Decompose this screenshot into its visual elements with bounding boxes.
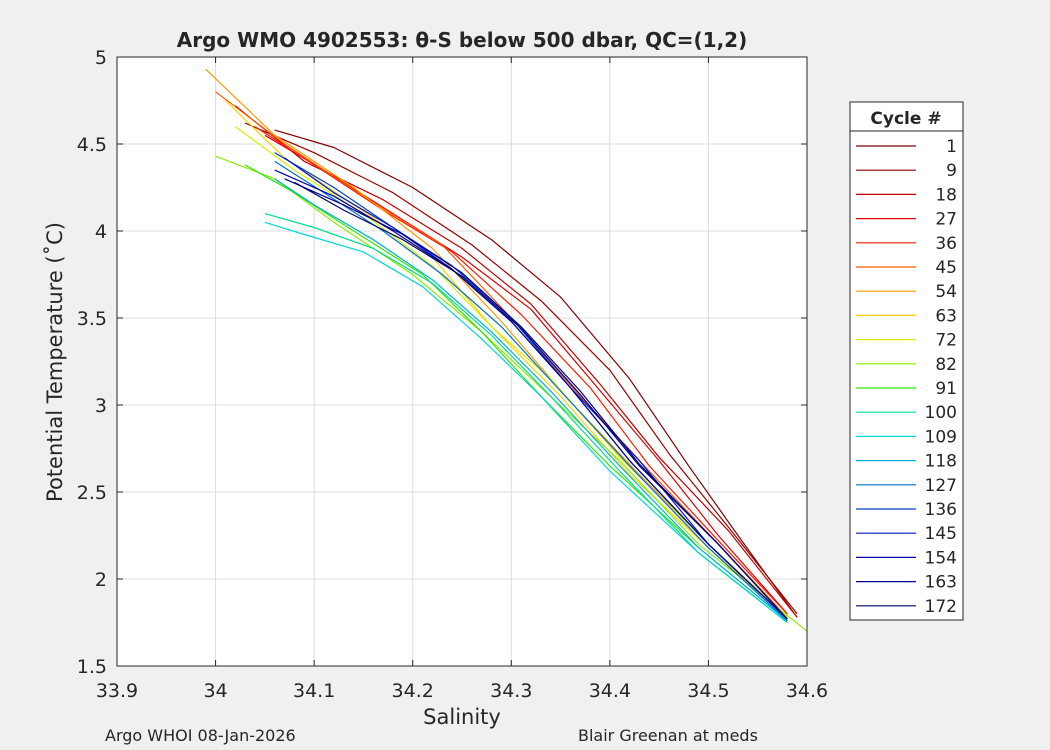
legend-label-109: 109 [925, 427, 957, 447]
legend-label-91: 91 [935, 379, 957, 399]
legend-label-45: 45 [935, 258, 957, 278]
y-tick-label: 5 [95, 47, 107, 69]
y-tick-label: 2.5 [77, 482, 107, 504]
footer-left: Argo WHOI 08-Jan-2026 [105, 726, 296, 745]
legend-label-163: 163 [925, 573, 957, 593]
series-group [205, 68, 808, 632]
legend-label-36: 36 [935, 234, 957, 254]
x-tick-label: 34.1 [293, 680, 335, 702]
series-line-cycle-72 [234, 126, 788, 618]
y-tick-label: 4 [95, 221, 107, 243]
series-line-cycle-9 [244, 122, 798, 615]
series-line-cycle-36 [254, 126, 788, 615]
chart-title: Argo WMO 4902553: θ-S below 500 dbar, QC… [177, 28, 747, 52]
series-line-cycle-109 [264, 221, 788, 623]
legend-label-100: 100 [925, 403, 957, 423]
x-tick-label: 33.9 [96, 680, 138, 702]
y-axis-label: Potential Temperature (˚C) [43, 222, 67, 502]
footer-right: Blair Greenan at meds [578, 726, 758, 745]
x-axis-label: Salinity [423, 705, 501, 729]
y-tick-label: 3 [95, 395, 107, 417]
y-tick-label: 3.5 [77, 308, 107, 330]
x-tick-label: 34.5 [687, 680, 729, 702]
legend-items: 1 9 18 27 36 45 54 63 72 82 91 100 109 118 127 136 145 15… [856, 137, 957, 617]
legend-label-172: 172 [925, 597, 957, 617]
series-line-cycle-118 [274, 178, 788, 622]
x-axis-ticks: 33.9 34 34.1 34.2 34.3 34.4 34.5 34.6 [96, 57, 828, 702]
series-line-cycle-154 [274, 169, 788, 620]
legend-label-118: 118 [925, 452, 957, 472]
series-line-cycle-27 [264, 134, 788, 615]
legend-label-54: 54 [935, 282, 957, 302]
series-line-cycle-100 [264, 213, 788, 623]
series-line-cycle-172 [294, 181, 788, 620]
legend-label-63: 63 [935, 306, 957, 326]
y-tick-label: 2 [95, 569, 107, 591]
legend-label-154: 154 [925, 548, 957, 568]
legend-label-72: 72 [935, 331, 957, 351]
y-tick-label: 1.5 [77, 656, 107, 678]
legend: Cycle # 1 9 18 27 36 45 54 63 72 82 91 100 109 118 127… [849, 101, 964, 621]
series-line-cycle-1 [274, 129, 798, 618]
plot-area [117, 57, 807, 666]
y-axis-ticks: 1.5 2 2.5 3 3.5 4 4.5 5 [77, 47, 807, 678]
legend-label-127: 127 [925, 476, 957, 496]
legend-label-136: 136 [925, 500, 957, 520]
plot-frame [116, 56, 808, 667]
legend-label-82: 82 [935, 355, 957, 375]
x-tick-label: 34.4 [589, 680, 631, 702]
x-tick-label: 34.6 [786, 680, 828, 702]
x-tick-label: 34.2 [392, 680, 434, 702]
legend-label-145: 145 [925, 524, 957, 544]
legend-title: Cycle # [870, 109, 941, 129]
legend-label-1: 1 [946, 137, 957, 157]
legend-label-27: 27 [935, 210, 957, 230]
y-tick-label: 4.5 [77, 134, 107, 156]
x-tick-label: 34.3 [490, 680, 532, 702]
legend-label-9: 9 [946, 161, 957, 181]
legend-label-18: 18 [935, 185, 957, 205]
x-tick-label: 34 [203, 680, 227, 702]
grid [116, 56, 808, 667]
